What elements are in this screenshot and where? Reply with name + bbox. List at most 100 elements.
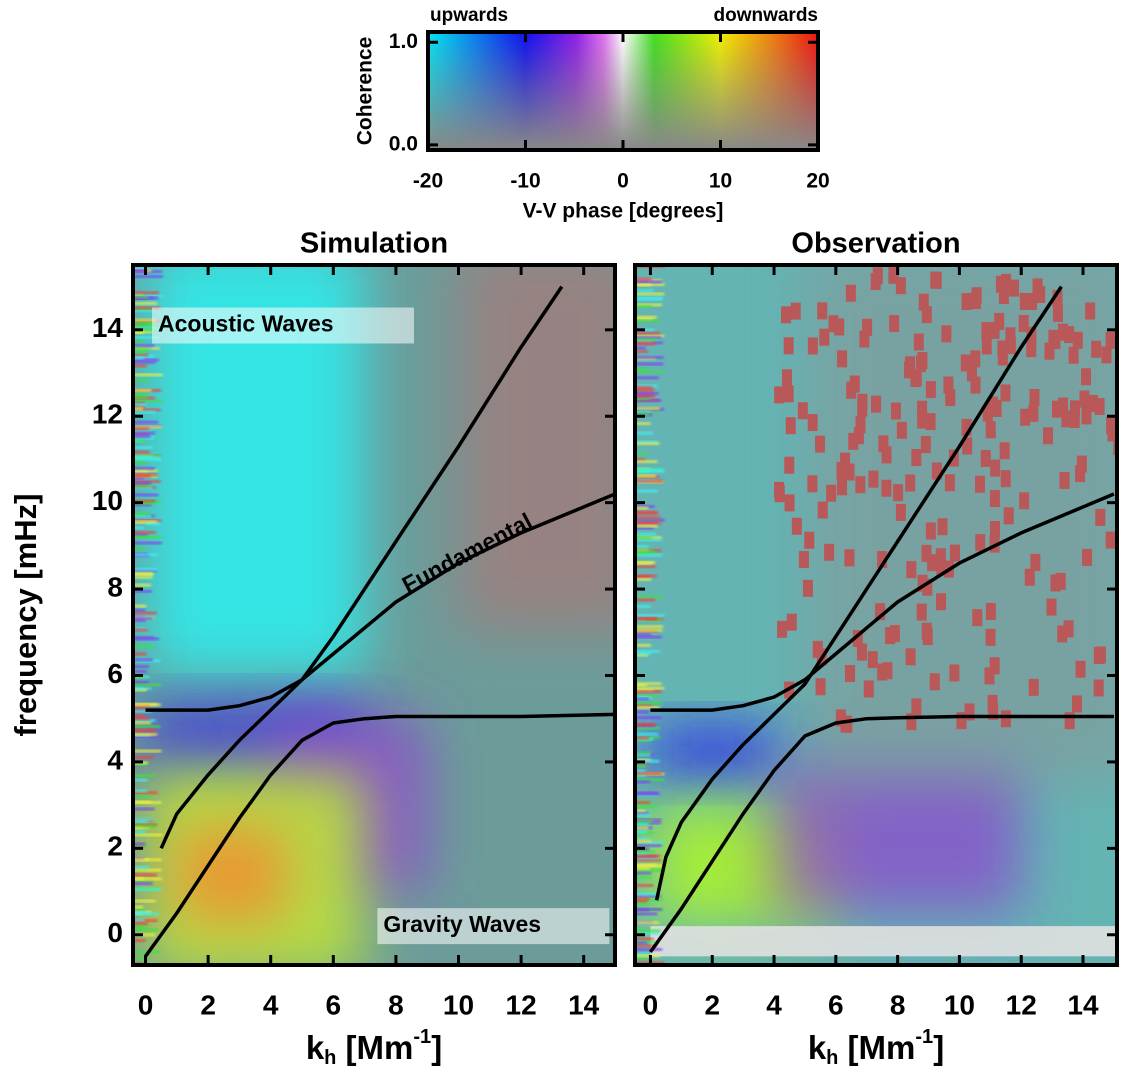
heatmap-streak (635, 283, 652, 287)
heatmap-streak (635, 376, 659, 380)
heatmap-cell (842, 715, 853, 733)
heatmap-streak (133, 499, 156, 503)
heatmap-cell (936, 558, 947, 576)
y-tick-label: 0.0 (389, 132, 418, 155)
heatmap-streak (635, 732, 659, 736)
heatmap-cell (1081, 407, 1092, 425)
heatmap-streak (635, 921, 660, 925)
heatmap-streak (635, 440, 659, 444)
heatmap-cell (774, 481, 785, 499)
heatmap-cell (826, 484, 837, 502)
heatmap-streak (133, 882, 153, 886)
heatmap-streak (635, 683, 648, 687)
heatmap-cell (837, 350, 848, 368)
heatmap-cell (1091, 340, 1102, 358)
heatmap-cell (856, 643, 867, 661)
colorbar-xlabel: V-V phase [degrees] (523, 200, 724, 223)
y-tick-label: 6 (107, 658, 123, 689)
heatmap-streak (635, 954, 661, 958)
heatmap-cell (1043, 427, 1054, 445)
heatmap-cell (906, 713, 917, 731)
heatmap-streak (133, 721, 152, 725)
heatmap-streak (635, 941, 648, 945)
heatmap-streak (133, 425, 163, 429)
heatmap-streak (133, 360, 156, 364)
heatmap-cell (935, 548, 946, 566)
heatmap-streak (133, 324, 160, 328)
heatmap-cell (975, 534, 986, 552)
heatmap-streak (133, 476, 145, 480)
heatmap-region (804, 265, 1117, 784)
heatmap-streak (133, 339, 144, 343)
heatmap-streak (133, 520, 158, 524)
heatmap-cell (1052, 304, 1063, 322)
heatmap-cell (844, 549, 855, 567)
heatmap-streak (635, 929, 661, 933)
heatmap-cell (819, 328, 830, 346)
heatmap-streak (635, 289, 654, 293)
heatmap-streak (133, 466, 156, 470)
heatmap-streak (635, 362, 664, 366)
heatmap-cell (1093, 647, 1104, 665)
annotation: Acoustic Waves (158, 311, 334, 337)
heatmap-streak (133, 733, 158, 737)
x-tick-label: 0 (617, 170, 629, 193)
heatmap-cell (960, 354, 971, 372)
heatmap-cell (835, 709, 846, 727)
heatmap-region (774, 761, 1022, 914)
heatmap-streak (635, 422, 651, 426)
x-tick-label: 0 (643, 989, 659, 1020)
heatmap-streak (133, 484, 152, 488)
heatmap-streak (635, 871, 652, 875)
colorbar-left-label: upwards (430, 5, 508, 26)
heatmap-streak (133, 347, 151, 351)
heatmap-cell (956, 712, 967, 730)
heatmap-streak (635, 334, 665, 338)
heatmap-cell (870, 273, 881, 291)
heatmap-streak (133, 604, 147, 608)
annotation-box (377, 908, 610, 945)
heatmap-cell (1028, 678, 1039, 696)
heatmap-cell (994, 312, 1005, 330)
heatmap-streak (133, 458, 161, 462)
heatmap-cell (1095, 508, 1106, 526)
y-tick-label: 10 (92, 485, 123, 516)
heatmap-cell (890, 402, 901, 420)
heatmap-streak (133, 399, 163, 403)
plot-area (133, 265, 615, 965)
heatmap-streak (635, 682, 662, 686)
heatmap-streak (635, 633, 651, 637)
heatmap-streak (635, 317, 653, 321)
heatmap-cell (1105, 331, 1116, 349)
heatmap-streak (635, 854, 661, 858)
heatmap-cell (1048, 329, 1059, 347)
heatmap-cell (774, 386, 785, 404)
heatmap-cell (1059, 471, 1070, 489)
heatmap-cell (997, 340, 1008, 358)
heatmap-streak (635, 399, 662, 403)
x-tick-label: 10 (443, 989, 474, 1020)
heatmap-streak (635, 722, 656, 726)
heatmap-streak (133, 567, 158, 571)
heatmap-streak (133, 843, 148, 847)
heatmap-streak (133, 933, 156, 937)
heatmap-streak (133, 575, 153, 579)
heatmap-streak (635, 538, 662, 542)
heatmap-streak (635, 894, 661, 898)
heatmap-cell (999, 442, 1010, 460)
plot-area (635, 265, 1117, 965)
x-tick-label: 12 (1006, 989, 1037, 1020)
heatmap-streak (635, 386, 653, 390)
heatmap-cell (984, 667, 995, 685)
heatmap-streak (635, 902, 650, 906)
heatmap-streak (133, 877, 145, 881)
heatmap-cell (943, 376, 954, 394)
heatmap-streak (635, 303, 662, 307)
heatmap-streak (133, 455, 154, 459)
heatmap-streak (133, 908, 146, 912)
heatmap-streak (635, 690, 662, 694)
heatmap-cell (824, 543, 835, 561)
heatmap-cell (1035, 286, 1046, 304)
heatmap-streak (133, 709, 152, 713)
heatmap-streak (635, 952, 650, 956)
